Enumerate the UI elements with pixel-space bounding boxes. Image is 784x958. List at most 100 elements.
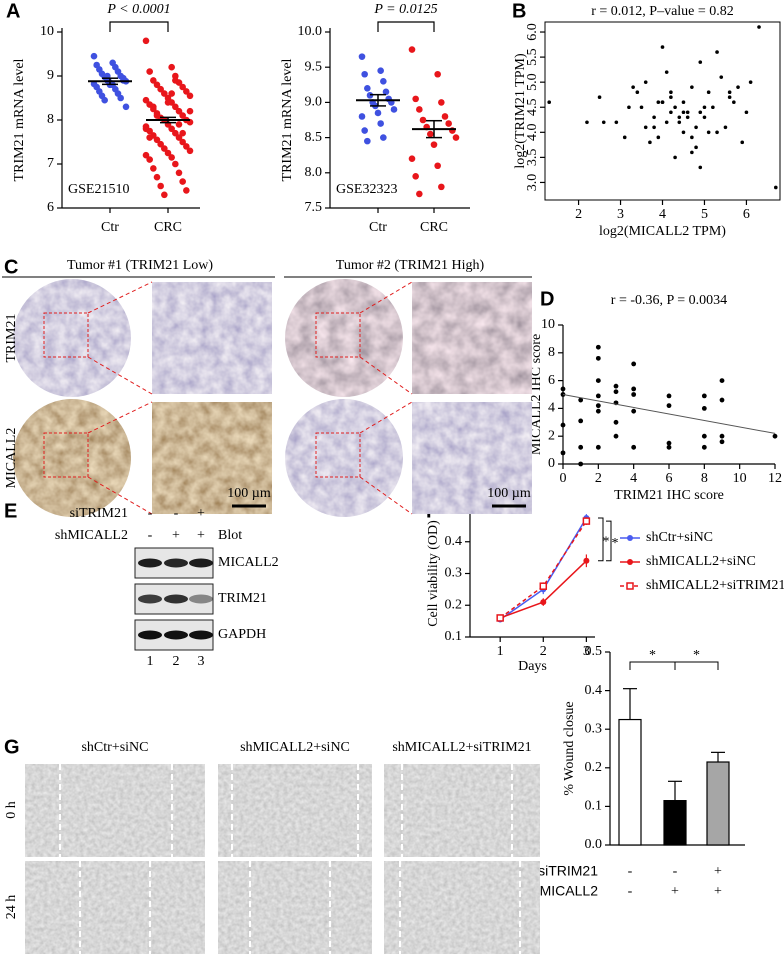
point: [660, 45, 665, 49]
point: [643, 80, 648, 84]
point: [719, 75, 724, 79]
zoom-image: [412, 282, 532, 394]
point: [690, 135, 694, 140]
bracket: [377, 21, 435, 32]
point: [179, 138, 186, 146]
point: [430, 141, 438, 148]
blot-band: [138, 630, 162, 640]
point: [748, 80, 753, 84]
point: [179, 112, 186, 119]
point: [595, 393, 601, 399]
point: [382, 88, 390, 96]
wound-image: [218, 861, 372, 954]
point: [164, 99, 172, 106]
y-tick-label: 0: [548, 456, 555, 471]
x-tick-label: 0: [560, 471, 567, 486]
point: [539, 582, 548, 590]
point: [772, 433, 778, 439]
y-tick-label: 7.5: [305, 200, 323, 215]
point: [595, 444, 601, 450]
dataset-label: GSE32323: [336, 182, 397, 197]
y-axis-label: TRIM21 mRNA level: [12, 58, 27, 181]
row-label: 24 h: [4, 895, 19, 920]
condition-label: shMICALL2: [55, 528, 128, 543]
point: [377, 120, 384, 127]
trend-line: [562, 394, 776, 434]
point: [631, 85, 635, 89]
point: [101, 96, 108, 104]
point: [183, 143, 190, 150]
point: [183, 187, 190, 194]
band-label: GAPDH: [218, 627, 266, 642]
point: [719, 378, 725, 383]
point: [374, 109, 382, 117]
point: [175, 107, 183, 115]
condition-sign: -: [628, 884, 633, 899]
point: [701, 406, 707, 411]
point: [434, 162, 441, 170]
point: [715, 130, 719, 135]
point: [698, 110, 703, 115]
point: [601, 120, 606, 125]
condition-sign: +: [671, 884, 679, 899]
point: [168, 90, 175, 97]
y-tick-label: 6.0: [525, 23, 540, 41]
x-tick-label: 1: [497, 644, 504, 659]
point: [631, 444, 637, 450]
point: [595, 403, 601, 409]
point: [153, 173, 161, 181]
point: [681, 130, 686, 135]
condition-sign: +: [172, 528, 180, 543]
series-line: [499, 520, 588, 619]
blot-band: [164, 558, 188, 568]
point: [702, 105, 707, 110]
bar: [618, 718, 642, 846]
y-tick-label: 0.4: [445, 534, 463, 549]
point: [732, 100, 736, 105]
point: [701, 433, 707, 439]
blot-label: Blot: [218, 528, 242, 543]
y-tick-label: 8: [47, 112, 54, 127]
y-tick-label: 4.5: [525, 98, 540, 116]
x-tick-label: 4: [659, 207, 666, 222]
point: [445, 120, 452, 127]
x-tick-label: 4: [630, 471, 637, 486]
panel-label: C: [4, 256, 18, 278]
condition-sign: +: [714, 884, 722, 899]
point: [669, 110, 673, 115]
x-tick-label: Ctr: [369, 220, 387, 235]
point: [153, 136, 161, 144]
condition-sign: +: [714, 864, 722, 879]
point: [496, 614, 504, 622]
row-label: TRIM21: [4, 314, 19, 363]
y-tick-label: 8.5: [305, 130, 323, 145]
point: [583, 557, 590, 564]
point: [631, 386, 637, 392]
point: [150, 77, 157, 84]
wound-image: [25, 861, 205, 954]
point: [595, 344, 601, 350]
zoom-link: [359, 401, 413, 434]
x-tick-label: 2: [540, 644, 547, 659]
y-tick-label: 9: [47, 68, 54, 83]
point: [358, 53, 366, 60]
blot-band: [189, 594, 213, 604]
bar: [663, 800, 687, 846]
point: [179, 83, 186, 91]
column-header: shCtr+siNC: [81, 740, 148, 755]
tma-core: [13, 399, 131, 517]
y-tick-label: 0.4: [585, 683, 603, 698]
point: [727, 95, 732, 100]
point: [613, 419, 619, 425]
x-tick-label: 3: [617, 207, 624, 222]
point: [578, 444, 584, 450]
condition-sign: -: [174, 506, 179, 521]
x-tick-label: 6: [666, 471, 673, 486]
point: [146, 156, 153, 163]
point: [161, 90, 168, 97]
point: [172, 103, 179, 111]
point: [643, 125, 648, 130]
point: [666, 393, 672, 399]
point: [117, 94, 124, 102]
point: [175, 134, 183, 141]
